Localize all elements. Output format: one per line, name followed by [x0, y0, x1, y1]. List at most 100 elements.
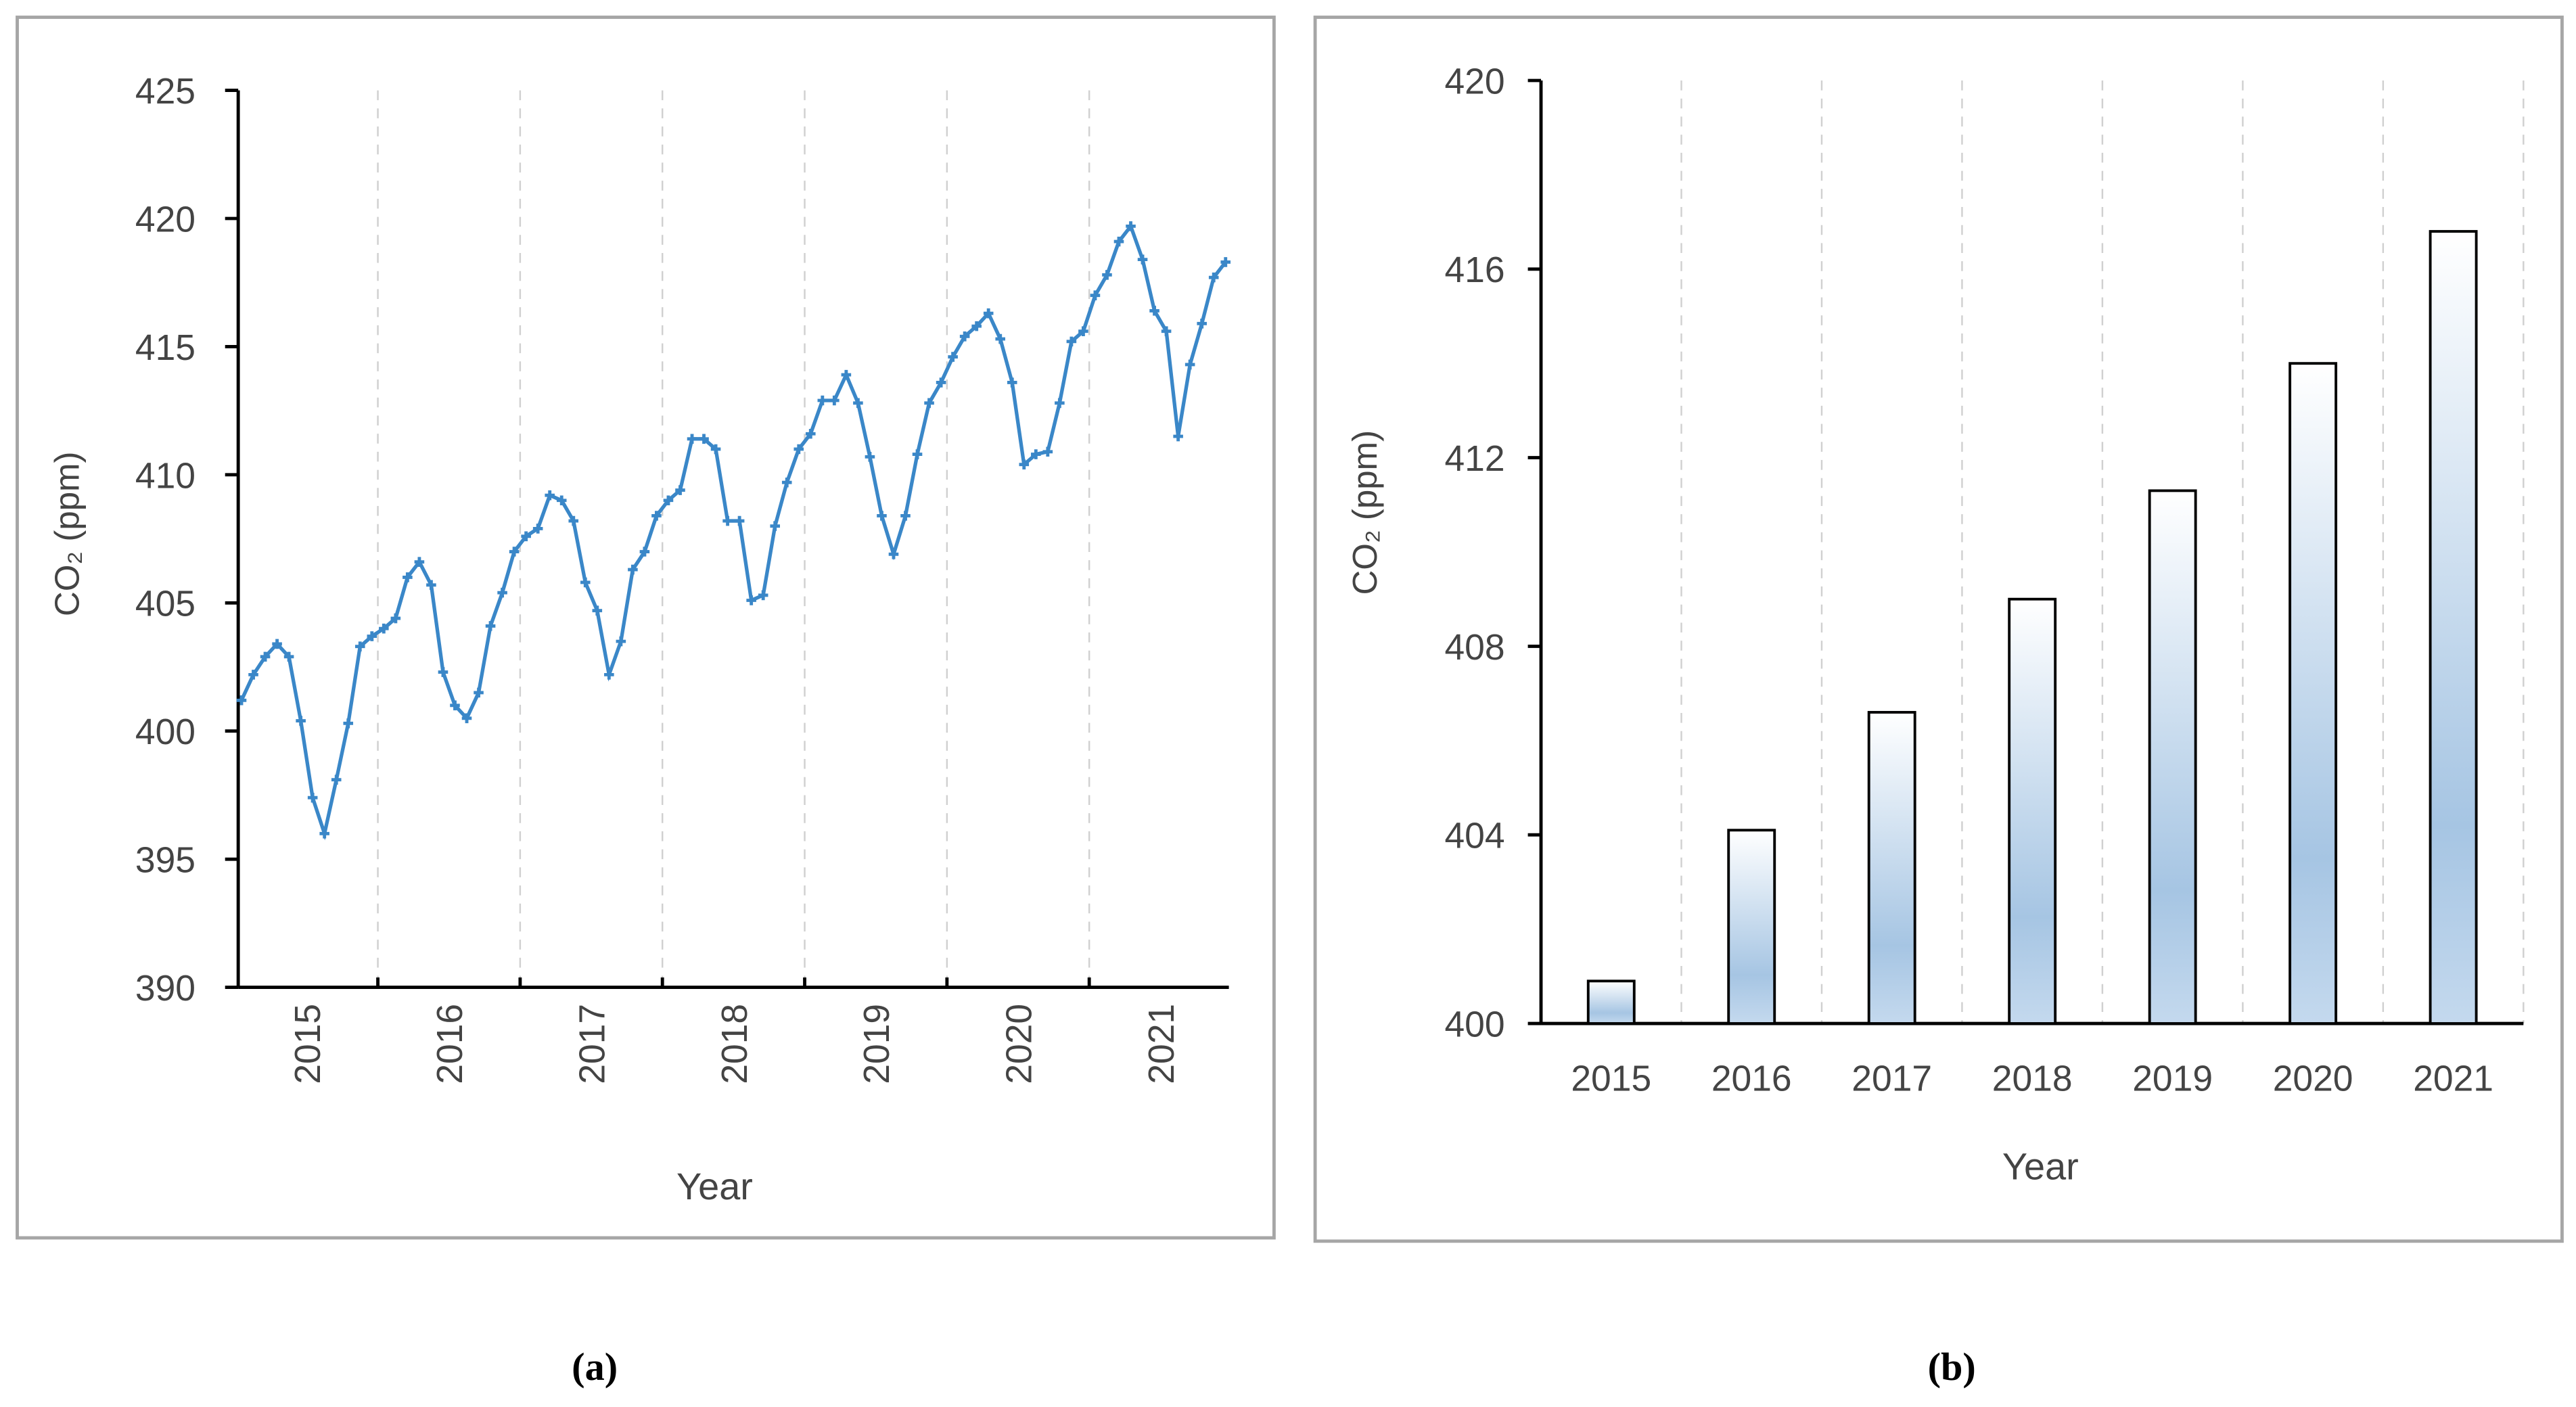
data-point-marker: [485, 621, 496, 631]
data-point-marker: [1042, 446, 1053, 457]
data-point-marker: [924, 398, 934, 409]
data-point-marker: [354, 641, 365, 651]
y-axis-title: CO₂ (ppm): [1346, 430, 1384, 595]
x-tick-label: 2020: [2273, 1059, 2353, 1099]
data-point-marker: [1019, 459, 1030, 469]
data-point-marker: [628, 564, 638, 575]
bar-2020: [2288, 362, 2338, 1025]
x-tick-label: 2015: [288, 1004, 328, 1084]
data-point-marker: [592, 605, 603, 616]
data-point-marker: [521, 531, 531, 542]
data-point-marker: [248, 670, 258, 680]
data-point-marker: [532, 524, 543, 534]
y-tick-label: 415: [135, 328, 196, 368]
panel-a-caption: (a): [572, 1345, 618, 1389]
x-axis-title: Year: [676, 1165, 753, 1207]
data-point-marker: [319, 828, 329, 839]
data-point-marker: [1149, 306, 1159, 316]
data-point-marker: [639, 547, 650, 557]
data-point-marker: [1090, 290, 1101, 300]
x-tick-label: 2016: [430, 1004, 470, 1084]
bar-2016: [1727, 829, 1776, 1025]
data-point-marker: [1078, 326, 1088, 336]
y-tick-label: 425: [135, 72, 196, 112]
data-point-marker: [296, 716, 306, 726]
data-point-marker: [888, 549, 899, 559]
data-point-marker: [402, 572, 413, 582]
y-tick-label: 405: [135, 584, 196, 624]
data-point-marker: [1197, 319, 1207, 329]
data-point-marker: [853, 398, 863, 409]
data-point-marker: [260, 651, 271, 662]
panel-b-caption: (b): [1928, 1345, 1976, 1389]
data-point-marker: [580, 577, 591, 588]
data-point-marker: [948, 352, 958, 362]
data-point-marker: [758, 590, 768, 601]
data-point-marker: [1126, 221, 1136, 231]
data-point-marker: [841, 369, 852, 380]
data-point-marker: [616, 636, 626, 647]
data-point-marker: [687, 434, 697, 444]
data-point-marker: [995, 333, 1006, 344]
x-tick-label: 2017: [1852, 1059, 1932, 1099]
panel-b-bar-chart: 400 404 408 412 416 420 2015 2016 2017 2018 2019 20…: [1346, 62, 2525, 1188]
data-point-marker: [806, 428, 816, 439]
data-point-marker: [604, 670, 614, 680]
data-point-marker: [1208, 272, 1219, 283]
data-point-marker: [829, 395, 840, 406]
data-point-marker: [556, 495, 567, 506]
data-point-marker: [461, 713, 472, 724]
data-point-marker: [912, 449, 923, 459]
x-tick-label: 2021: [2413, 1059, 2493, 1099]
data-point-marker: [414, 557, 425, 567]
data-point-marker: [379, 623, 389, 634]
data-point-marker: [1055, 398, 1065, 409]
data-point-marker: [770, 521, 780, 531]
y-tick-label: 408: [1444, 628, 1504, 668]
data-point-marker: [699, 434, 709, 444]
y-tick-label: 416: [1444, 250, 1504, 290]
x-tick-label: 2019: [857, 1004, 897, 1084]
data-point-marker: [675, 485, 685, 495]
data-point-marker: [865, 452, 875, 462]
x-tick-label: 2021: [1142, 1004, 1182, 1084]
x-tick-label: 2018: [1992, 1059, 2073, 1099]
data-point-marker: [1102, 270, 1112, 280]
data-point-marker: [367, 631, 377, 641]
data-point-marker: [307, 792, 318, 803]
data-point-marker: [283, 651, 294, 662]
bar-2015: [1586, 979, 1636, 1025]
data-point-marker: [651, 511, 662, 521]
data-point-marker: [1007, 377, 1017, 388]
co2-monthly-series-line: [239, 222, 1227, 841]
x-tick-label: 2015: [1571, 1059, 1651, 1099]
y-tick-label: 412: [1444, 439, 1504, 479]
y-axis-title: CO₂ (ppm): [48, 451, 87, 616]
x-tick-label: 2016: [1711, 1059, 1792, 1099]
bar-2018: [2008, 597, 2057, 1025]
data-point-marker: [722, 515, 733, 526]
bar-2019: [2148, 489, 2197, 1025]
data-point-marker: [1113, 236, 1124, 247]
y-tick-label: 400: [1444, 1005, 1504, 1044]
y-tick-label: 420: [135, 200, 196, 239]
data-point-marker: [1220, 257, 1231, 267]
data-point-marker: [545, 490, 555, 501]
data-point-marker: [1184, 359, 1195, 370]
data-point-marker: [746, 595, 756, 605]
data-point-marker: [781, 477, 792, 488]
data-point-marker: [497, 587, 507, 598]
data-point-marker: [971, 321, 982, 331]
data-point-marker: [1066, 336, 1077, 347]
data-point-marker: [474, 687, 484, 698]
data-point-marker: [936, 377, 946, 388]
x-tick-label: 2019: [2132, 1059, 2213, 1099]
x-tick-label: 2017: [572, 1004, 612, 1084]
data-point-marker: [1161, 326, 1172, 336]
x-tick-label: 2018: [715, 1004, 755, 1084]
data-point-marker: [1137, 254, 1148, 264]
data-point-marker: [450, 700, 460, 711]
data-point-marker: [900, 511, 911, 521]
panel-b-frame: [1313, 16, 2564, 1243]
data-point-marker: [1031, 449, 1041, 459]
